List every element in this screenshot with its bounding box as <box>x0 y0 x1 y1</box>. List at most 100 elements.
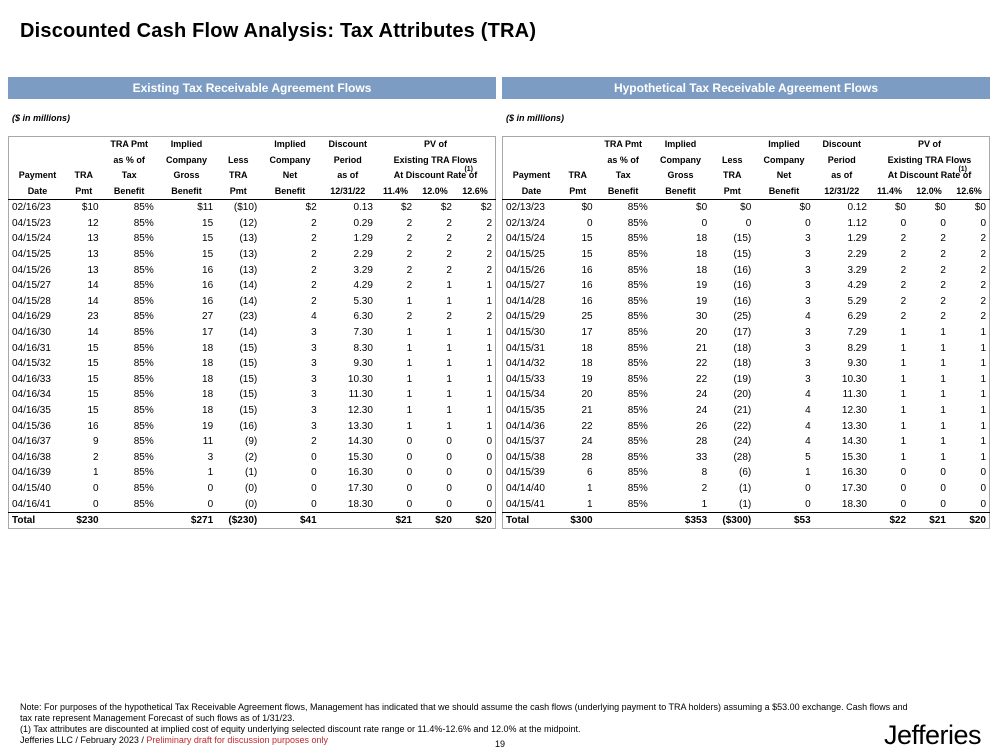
table-cell: 0 <box>869 496 910 513</box>
column-header: TRA Pmt <box>101 136 157 153</box>
table-row: 04/15/32 15 85% 18 (15) 3 9.30 1 1 1 <box>9 356 496 372</box>
table-cell: 15 <box>87 405 99 417</box>
table-cell: 5.29 <box>847 295 867 307</box>
footnote-marker: (1) <box>464 166 473 173</box>
table-cell: 14.30 <box>841 436 867 448</box>
table-cell: 20 <box>581 389 593 401</box>
table-cell: 10.30 <box>347 373 373 385</box>
payment-date-cell: 04/15/27 <box>506 280 545 292</box>
table-cell: 12 <box>87 217 99 229</box>
table-cell: 0 <box>980 217 986 229</box>
table-cell: 0 <box>909 496 949 513</box>
table-cell: 2 <box>940 264 946 276</box>
table-cell: 16 <box>581 280 593 292</box>
table-cell: 1 <box>940 405 946 417</box>
table-cell: 85% <box>595 496 651 513</box>
column-header: 12/31/22 <box>813 183 870 200</box>
table-cell: 0 <box>415 496 455 513</box>
table-cell: 85% <box>627 420 648 432</box>
payment-date-cell: 04/15/30 <box>506 327 545 339</box>
column-header: 12/31/22 <box>319 183 376 200</box>
table-cell: 18 <box>696 249 708 261</box>
column-header: Less <box>227 154 249 165</box>
column-header: Implied <box>260 136 320 153</box>
column-header: Benefit <box>156 183 217 200</box>
table-cell: 85% <box>101 496 157 513</box>
total-cell: $41 <box>260 512 320 529</box>
table-cell: 2 <box>980 311 986 323</box>
table-row: 04/16/33 15 85% 18 (15) 3 10.30 1 1 1 <box>9 372 496 388</box>
table-cell: 2 <box>446 311 452 323</box>
table-cell: 19 <box>696 295 708 307</box>
table-row: 04/15/23 12 85% 15 (12) 2 0.29 2 2 2 <box>9 216 496 232</box>
column-header <box>65 136 102 153</box>
table-cell: 1 <box>980 451 986 463</box>
table-cell: 15 <box>581 233 593 245</box>
table-row: 04/15/35 21 85% 24 (21) 4 12.30 1 1 1 <box>503 403 990 419</box>
table-cell: (23) <box>239 311 258 323</box>
table-cell: 26 <box>696 420 708 432</box>
table-cell: 13 <box>87 249 99 261</box>
payment-date-cell: 04/15/41 <box>502 496 560 513</box>
column-header: 11.4% <box>869 183 910 200</box>
table-cell: 18 <box>202 389 214 401</box>
table-cell: 2 <box>311 295 317 307</box>
table-cell: 19 <box>696 280 708 292</box>
footnote-marker: (1) <box>958 166 967 173</box>
total-cell: $22 <box>869 512 910 529</box>
table-cell: 13 <box>87 233 99 245</box>
column-header: as of <box>831 170 853 180</box>
table-cell: 16.30 <box>841 467 867 479</box>
table-cell: 4.29 <box>353 280 373 292</box>
payment-date-cell: 04/15/38 <box>506 451 545 463</box>
table-cell: 1 <box>406 405 413 417</box>
table-cell: 2 <box>486 217 492 229</box>
table-cell: $0 <box>974 202 986 214</box>
hypothetical-tra-table: TRA Pmt Implied Implied Discount PV of as % o… <box>502 136 990 529</box>
table-cell: 3 <box>311 389 317 401</box>
table-cell: 7.30 <box>353 327 373 339</box>
table-cell: 2 <box>311 233 317 245</box>
table-cell: 3 <box>805 327 811 339</box>
table-cell: (1) <box>245 467 258 479</box>
column-header: Existing TRA Flows <box>887 154 972 165</box>
table-cell: (15) <box>239 358 258 370</box>
table-cell: 19 <box>202 420 214 432</box>
payment-date-cell: 04/14/40 <box>506 482 545 494</box>
table-row: 04/15/34 20 85% 24 (20) 4 11.30 1 1 1 <box>503 387 990 403</box>
table-cell: 15.30 <box>347 451 373 463</box>
table-cell: 33 <box>696 451 708 463</box>
total-cell: $20 <box>948 512 990 529</box>
total-cell: $300 <box>559 512 596 529</box>
table-cell: 13 <box>87 264 99 276</box>
payment-date-cell: 04/16/35 <box>12 405 51 417</box>
table-cell: 85% <box>133 358 154 370</box>
table-cell: 16 <box>202 264 214 276</box>
total-cell <box>319 512 376 529</box>
table-cell: 2 <box>900 249 907 261</box>
table-cell: 8.29 <box>847 342 867 354</box>
table-cell: 1 <box>587 482 593 494</box>
table-cell: 4 <box>311 311 317 323</box>
table-cell: 85% <box>133 233 154 245</box>
table-row: 04/15/36 16 85% 19 (16) 3 13.30 1 1 1 <box>9 418 496 434</box>
table-cell: 2 <box>900 295 907 307</box>
table-row: 04/16/38 2 85% 3 (2) 0 15.30 0 0 0 <box>9 450 496 466</box>
table-cell: 85% <box>627 217 648 229</box>
table-cell: (28) <box>733 451 752 463</box>
footer-source: Jefferies LLC / February 2023 / <box>20 735 147 745</box>
table-cell: 0 <box>980 467 986 479</box>
table-cell: 2 <box>900 280 907 292</box>
table-cell: 1 <box>406 327 413 339</box>
table-cell: 0 <box>311 467 317 479</box>
table-row: 04/15/41 1 85% 1 (1) 0 18.30 0 0 0 <box>502 496 990 513</box>
table-cell: 85% <box>627 358 648 370</box>
table-cell: 2 <box>980 264 986 276</box>
table-row: 04/15/26 16 85% 18 (16) 3 3.29 2 2 2 <box>503 262 990 278</box>
table-cell: 25 <box>581 311 593 323</box>
table-cell: 1 <box>446 389 452 401</box>
total-cell: $271 <box>156 512 217 529</box>
table-cell: 17 <box>581 327 593 339</box>
column-header: Benefit <box>595 183 651 200</box>
column-header: as % of <box>113 154 145 165</box>
